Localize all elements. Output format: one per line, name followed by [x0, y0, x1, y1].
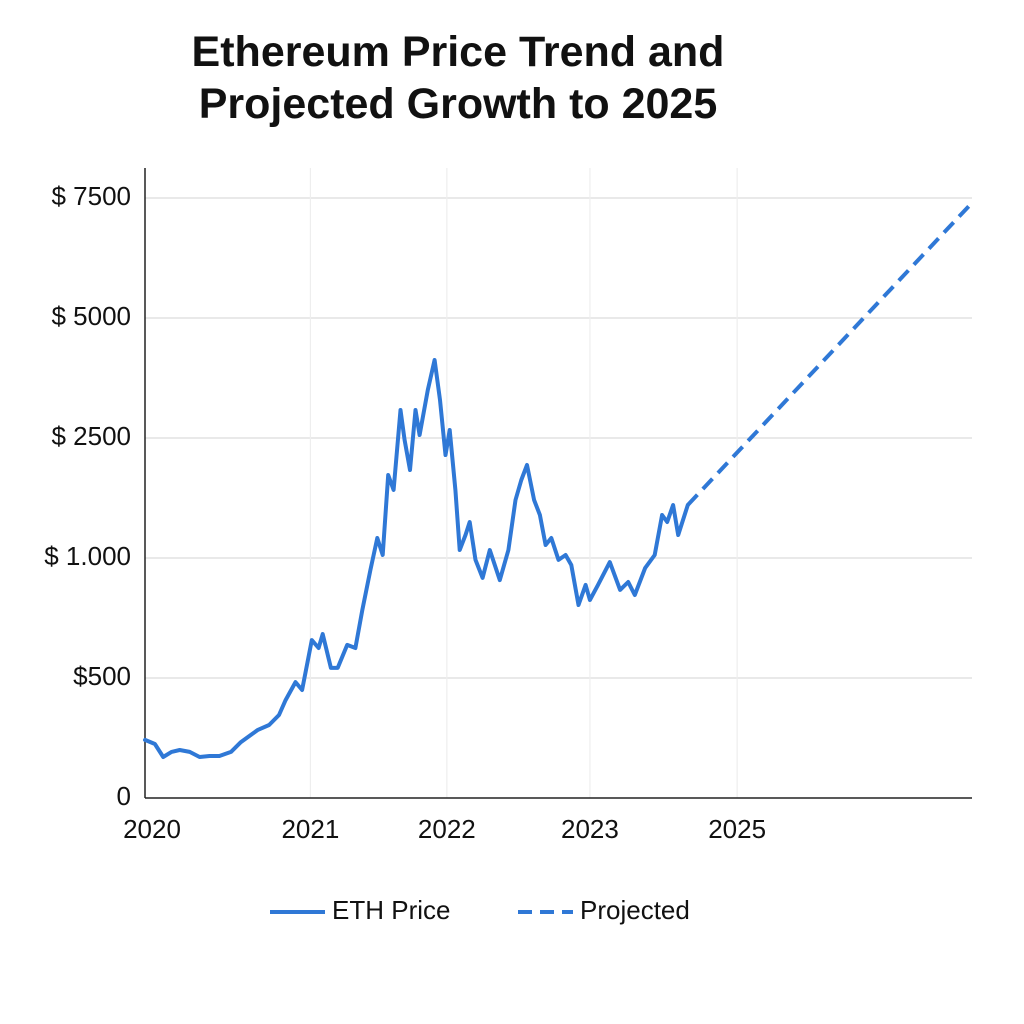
y-tick-label: $ 5000: [51, 301, 131, 331]
chart-title: Ethereum Price Trend and Projected Growt…: [191, 28, 725, 128]
x-tick-label: 2025: [708, 814, 766, 844]
y-tick-label: $ 2500: [51, 421, 131, 451]
x-tick-label: 2020: [123, 814, 181, 844]
y-tick-label: $ 7500: [51, 181, 131, 211]
x-tick-label: 2023: [561, 814, 619, 844]
legend-label: ETH Price: [332, 895, 450, 925]
y-tick-label: $500: [73, 661, 131, 691]
legend-label: Projected: [580, 895, 690, 925]
y-tick-label: 0: [117, 781, 131, 811]
x-tick-label: 2022: [418, 814, 476, 844]
series-line: [143, 358, 690, 759]
y-tick-label: $ 1.000: [44, 541, 131, 571]
series-line: [686, 201, 974, 507]
x-tick-label: 2021: [281, 814, 339, 844]
